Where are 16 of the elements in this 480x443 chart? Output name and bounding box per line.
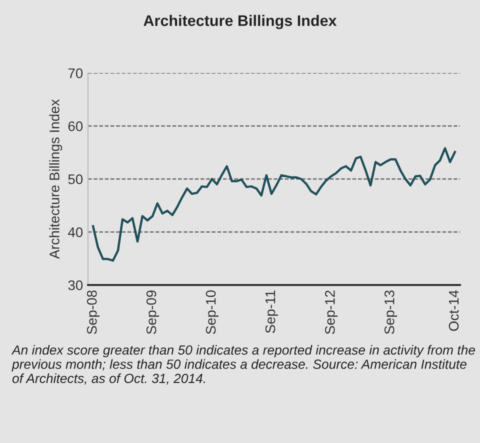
y-tick-label: 40 xyxy=(68,227,83,238)
y-tick-label: 60 xyxy=(68,121,83,132)
x-tick-label: Sep-08 xyxy=(86,290,100,334)
y-tick-label: 50 xyxy=(68,174,83,184)
x-tick-label: Sep-12 xyxy=(325,290,338,334)
x-tick-label: Sep-10 xyxy=(206,290,218,334)
y-axis-title: Architecture Billings Index xyxy=(49,99,62,259)
chart-title: Architecture Billings Index xyxy=(144,14,337,30)
x-tick-label: Sep-09 xyxy=(146,290,159,334)
line-series xyxy=(92,147,456,262)
x-tick-label: Sep-13 xyxy=(384,290,398,334)
x-tick-label: Sep-11 xyxy=(265,290,278,333)
y-tick-label: 70 xyxy=(68,68,83,78)
x-tick-label: Oct-14 xyxy=(448,290,459,331)
text: An index score greater than 50 indicates a reported increase in activity from the previous month; less than 50 indicates a decrease. Source: American Institute of Architects, as of Oct. 31, 2014. xyxy=(11,345,476,385)
y-tick-label: 30 xyxy=(68,280,83,290)
